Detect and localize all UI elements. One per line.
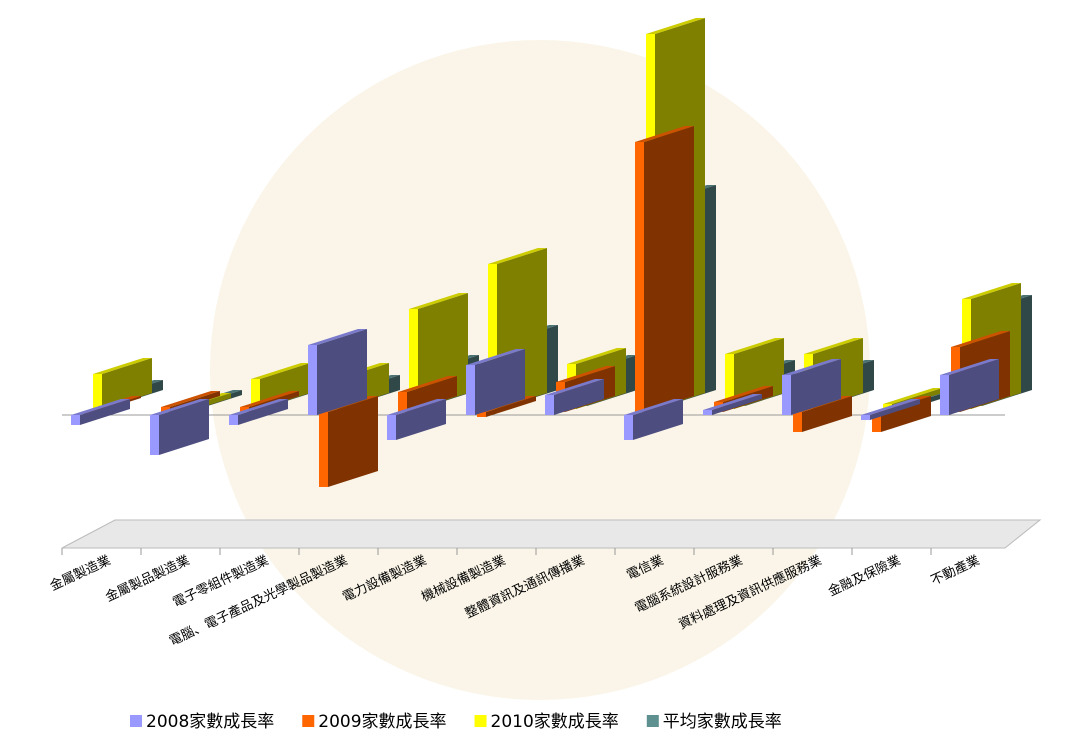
bar	[150, 415, 159, 455]
bar	[782, 375, 791, 415]
bar	[229, 415, 238, 425]
bar-top	[308, 329, 367, 345]
bar-side	[712, 394, 762, 415]
bar-side	[791, 359, 841, 415]
bar	[71, 415, 80, 425]
bar-side	[328, 396, 378, 487]
bar-top	[229, 399, 288, 415]
bar-side	[633, 399, 683, 440]
bar-top	[883, 388, 942, 404]
floor	[61, 519, 1042, 549]
bar	[488, 264, 497, 409]
bar-top	[150, 399, 209, 415]
bar-top	[861, 399, 920, 415]
bar	[872, 412, 881, 432]
legend-label: 平均家數成長率	[663, 712, 782, 732]
bar	[477, 412, 486, 417]
bar	[409, 309, 418, 409]
bar-side	[475, 349, 525, 415]
bar-top	[161, 391, 220, 407]
bar-top	[703, 394, 762, 410]
bar-side	[317, 329, 367, 415]
bar-top	[635, 126, 694, 142]
legend-label: 2010家數成長率	[491, 712, 619, 732]
bar-top	[782, 359, 841, 375]
bar-top	[714, 386, 773, 402]
bar	[398, 392, 407, 412]
bar	[251, 379, 260, 409]
bar-side	[644, 126, 694, 412]
bar-side	[949, 359, 999, 415]
bar-top	[409, 293, 468, 309]
bar-top	[398, 376, 457, 392]
bar	[545, 395, 554, 415]
bar-top	[71, 399, 130, 415]
bar-top	[556, 366, 615, 382]
bar-top	[387, 399, 446, 415]
bar-side	[870, 399, 920, 420]
legend-swatch	[646, 715, 659, 727]
x-tick-label: 金融及保險業	[826, 552, 903, 599]
legend-label: 2009家數成長率	[318, 712, 446, 732]
bar-top	[940, 359, 999, 375]
bar-top	[646, 18, 705, 34]
bar-side	[159, 399, 209, 455]
bar	[940, 375, 949, 415]
bar-top	[962, 283, 1021, 299]
bar	[861, 415, 870, 420]
x-tick-label: 不動產業	[928, 552, 982, 588]
bar	[793, 412, 802, 432]
bar-top	[466, 349, 525, 365]
bar-top	[545, 379, 604, 395]
bar-top	[725, 338, 784, 354]
bar-side	[802, 396, 852, 432]
bar	[319, 412, 328, 487]
legend-swatch	[474, 715, 487, 727]
bar-top	[251, 363, 310, 379]
legend-label: 2008家數成長率	[146, 712, 274, 732]
x-tick-label: 金屬製造業	[47, 552, 113, 594]
legend-swatch	[130, 715, 142, 727]
bar-side	[486, 396, 536, 417]
bar-side	[554, 379, 604, 415]
legend-swatch	[302, 715, 315, 727]
bar	[161, 407, 170, 412]
bar	[466, 365, 475, 415]
bar-top	[93, 358, 152, 374]
bar	[624, 415, 633, 440]
bar-side	[396, 399, 446, 440]
bar	[725, 354, 734, 409]
bar	[703, 410, 712, 415]
bar-top	[567, 348, 626, 364]
bar-side	[80, 399, 130, 425]
bar	[883, 404, 892, 409]
bar-top	[240, 391, 299, 407]
bar	[93, 374, 102, 409]
bar-side	[407, 376, 457, 412]
bar	[387, 415, 396, 440]
bar	[308, 345, 317, 415]
bar-top	[624, 399, 683, 415]
bar-top	[804, 338, 863, 354]
bar	[240, 407, 249, 412]
bar-top	[488, 248, 547, 264]
bar-side	[238, 399, 288, 425]
bar-side	[881, 396, 931, 432]
bar	[635, 142, 644, 412]
bar-top	[951, 331, 1010, 347]
